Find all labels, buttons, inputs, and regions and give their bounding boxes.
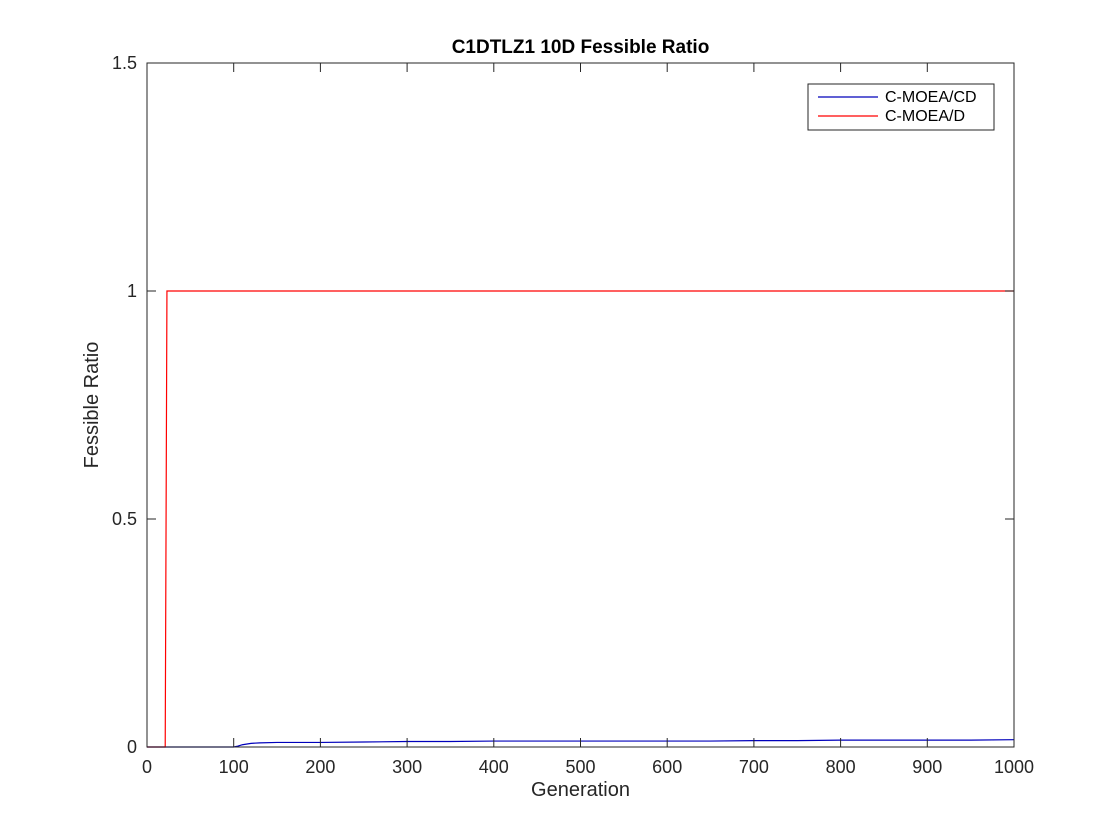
x-tick-label: 500 xyxy=(565,757,595,777)
legend-label-c-moea-d: C-MOEA/D xyxy=(885,108,965,125)
legend: C-MOEA/CD C-MOEA/D xyxy=(807,83,995,131)
y-tick-labels: 0 0.5 1 1.5 xyxy=(112,53,137,757)
axis-ticks xyxy=(146,62,1015,748)
x-tick-labels: 0 100 200 300 400 500 600 700 800 900 1000 xyxy=(142,757,1034,777)
x-tick-label: 800 xyxy=(826,757,856,777)
y-axis-label: Fessible Ratio xyxy=(81,342,103,469)
legend-label-c-moea-cd: C-MOEA/CD xyxy=(885,89,977,106)
chart-title: C1DTLZ1 10D Fessible Ratio xyxy=(452,37,710,58)
x-tick-label: 100 xyxy=(219,757,249,777)
x-tick-label: 700 xyxy=(739,757,769,777)
x-tick-label: 600 xyxy=(652,757,682,777)
x-tick-label: 300 xyxy=(392,757,422,777)
x-tick-label: 200 xyxy=(305,757,335,777)
x-axis-label: Generation xyxy=(531,779,630,801)
x-tick-label: 900 xyxy=(912,757,942,777)
x-tick-label: 0 xyxy=(142,757,152,777)
x-tick-label: 400 xyxy=(479,757,509,777)
y-tick-label: 1.5 xyxy=(112,53,137,73)
series-line-c-moea-cd xyxy=(147,739,1015,748)
y-tick-label: 0.5 xyxy=(112,509,137,529)
x-tick-label: 1000 xyxy=(994,757,1034,777)
legend-box xyxy=(807,83,995,131)
y-tick-label: 1 xyxy=(127,281,137,301)
y-tick-label: 0 xyxy=(127,737,137,757)
